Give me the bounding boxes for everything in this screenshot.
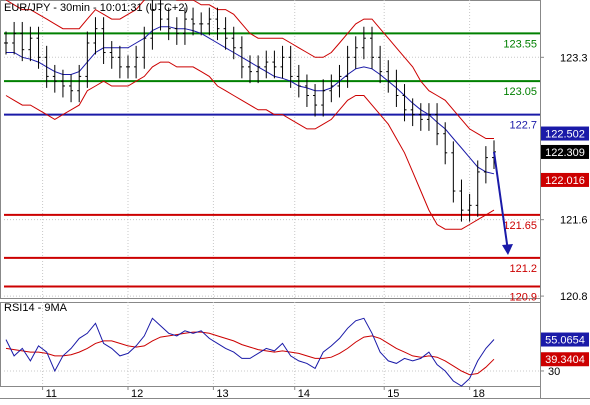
price-badge-label: 122.016 bbox=[545, 175, 585, 187]
price-badge bbox=[541, 126, 589, 141]
x-tick-label: 18 bbox=[473, 388, 485, 400]
rsi-chart-title: RSI14 - 9MA bbox=[4, 302, 68, 314]
x-tick-label: 13 bbox=[216, 388, 228, 400]
price-badge-label: 122.502 bbox=[545, 129, 585, 141]
rsi-badge-label: 55.0654 bbox=[545, 335, 585, 347]
projection-arrow-head bbox=[502, 244, 513, 256]
price-plot-frame bbox=[0, 0, 541, 299]
rsi-plot-frame bbox=[0, 302, 541, 387]
price-chart-title: EUR/JPY - 30min - 10:01:31 (UTC+2) bbox=[4, 2, 188, 14]
rsi-line bbox=[5, 317, 495, 387]
price-badge bbox=[541, 144, 589, 159]
level-label: 123.05 bbox=[503, 86, 537, 98]
x-tick-label: 12 bbox=[131, 388, 143, 400]
x-tick-label: 14 bbox=[298, 388, 310, 400]
y-tick-label: 121.6 bbox=[560, 215, 588, 227]
price-badge-label: 122.309 bbox=[545, 147, 585, 159]
level-label: 121.65 bbox=[503, 220, 537, 232]
rsi-ma-line bbox=[5, 331, 495, 376]
level-label: 121.2 bbox=[509, 263, 537, 275]
rsi-badge bbox=[541, 332, 589, 347]
level-label: 123.55 bbox=[503, 38, 537, 50]
projection-arrow-shaft bbox=[493, 151, 509, 252]
rsi-badge-label: 39.3404 bbox=[545, 354, 585, 366]
y-tick-label: 123.3 bbox=[560, 52, 588, 64]
x-tick-label: 11 bbox=[46, 388, 57, 400]
level-label: 120.9 bbox=[509, 292, 537, 304]
rsi-panel: 30 55.0654 39.3404 bbox=[0, 302, 589, 387]
bollinger-upper-line bbox=[5, 0, 494, 139]
price-badge bbox=[541, 172, 589, 187]
rsi-badge bbox=[541, 352, 589, 367]
y-tick-label: 120.8 bbox=[560, 291, 588, 303]
x-axis: 11 12 13 14 15 18 bbox=[0, 386, 590, 400]
level-label: 122.7 bbox=[509, 120, 537, 132]
bollinger-lower-line bbox=[5, 61, 495, 230]
x-tick-label: 15 bbox=[387, 388, 399, 400]
rsi-tick-label: 30 bbox=[548, 366, 560, 378]
